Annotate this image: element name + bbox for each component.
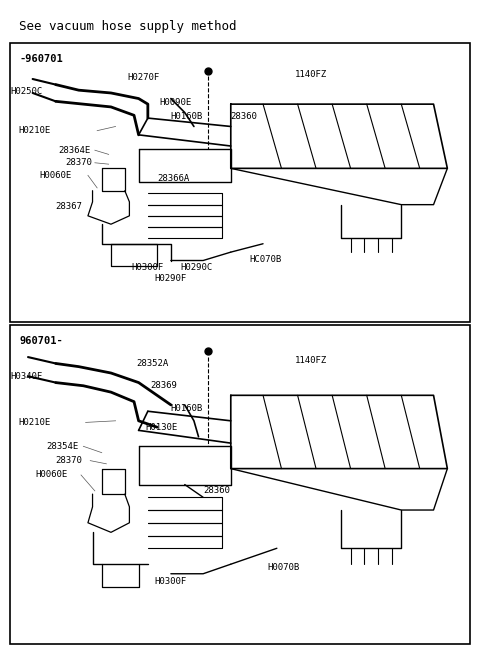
Text: 28370: 28370 bbox=[56, 456, 83, 465]
Text: 1140FZ: 1140FZ bbox=[295, 356, 327, 365]
Text: 1140FZ: 1140FZ bbox=[295, 70, 327, 79]
Text: H0160B: H0160B bbox=[170, 403, 202, 413]
Text: H0300F: H0300F bbox=[155, 578, 187, 586]
Text: H0250C: H0250C bbox=[10, 87, 42, 96]
Text: H0160B: H0160B bbox=[170, 112, 202, 121]
Text: HC070B: HC070B bbox=[249, 255, 281, 263]
FancyBboxPatch shape bbox=[10, 325, 470, 644]
Text: H0210E: H0210E bbox=[19, 418, 51, 427]
Text: H0340F: H0340F bbox=[10, 372, 42, 380]
Text: 28366A: 28366A bbox=[157, 173, 189, 183]
Text: 28364E: 28364E bbox=[58, 146, 90, 154]
Text: H0290F: H0290F bbox=[155, 274, 187, 283]
Text: -960701: -960701 bbox=[19, 55, 63, 64]
Text: 28369: 28369 bbox=[150, 381, 177, 390]
Text: H0070B: H0070B bbox=[268, 563, 300, 572]
Text: H0060E: H0060E bbox=[39, 171, 72, 180]
Text: H0210E: H0210E bbox=[19, 126, 51, 135]
Text: 960701-: 960701- bbox=[19, 336, 63, 346]
Text: 28360: 28360 bbox=[231, 112, 258, 121]
Text: H0130E: H0130E bbox=[145, 422, 178, 432]
Text: 28360: 28360 bbox=[203, 486, 230, 495]
Text: 28367: 28367 bbox=[56, 202, 83, 210]
Text: See vacuum hose supply method: See vacuum hose supply method bbox=[19, 20, 237, 33]
Text: H0270F: H0270F bbox=[127, 73, 159, 82]
Text: 28354E: 28354E bbox=[47, 442, 79, 451]
FancyBboxPatch shape bbox=[10, 43, 470, 322]
Text: H0090E: H0090E bbox=[159, 99, 192, 107]
Text: H0060E: H0060E bbox=[35, 470, 67, 480]
Text: H0290C: H0290C bbox=[180, 263, 212, 272]
Text: H0300F: H0300F bbox=[132, 263, 164, 272]
Text: 28352A: 28352A bbox=[136, 359, 168, 368]
Text: 28370: 28370 bbox=[65, 158, 92, 168]
